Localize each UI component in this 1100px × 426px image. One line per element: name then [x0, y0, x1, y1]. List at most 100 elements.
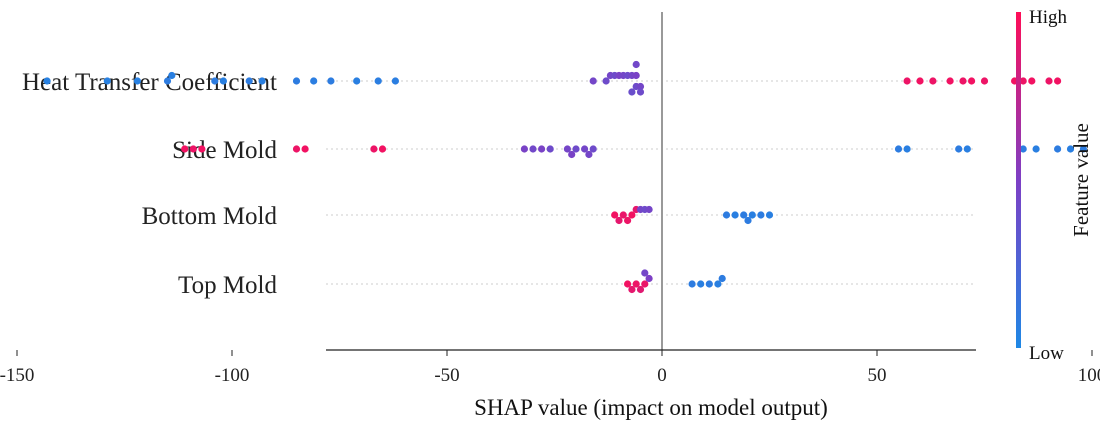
data-point — [624, 280, 632, 288]
feature-label: Side Mold — [172, 137, 277, 164]
data-point — [959, 77, 967, 85]
data-point — [538, 145, 546, 153]
row-gridlines — [326, 80, 976, 285]
data-point — [327, 77, 335, 85]
data-point — [946, 77, 954, 85]
x-tick-label: 0 — [657, 365, 667, 386]
data-point — [636, 88, 645, 96]
x-tick-label: 50 — [868, 365, 887, 386]
data-point — [718, 274, 726, 283]
data-point — [1054, 145, 1062, 153]
colorbar-high-label: High — [1029, 7, 1068, 28]
data-point — [520, 145, 529, 153]
data-point — [292, 77, 301, 85]
data-point — [211, 77, 219, 85]
data-point — [163, 77, 172, 85]
data-point — [1032, 145, 1040, 153]
data-point — [378, 145, 387, 153]
data-point — [688, 280, 696, 288]
feature-label: Top Mold — [178, 272, 277, 299]
data-point — [245, 77, 253, 85]
data-point — [619, 211, 627, 219]
data-point — [1079, 145, 1087, 153]
data-points — [43, 60, 1087, 294]
data-point — [572, 145, 580, 153]
data-point — [632, 60, 640, 69]
data-point — [628, 88, 636, 96]
data-point — [1045, 77, 1053, 85]
data-point — [955, 145, 963, 153]
data-point — [645, 274, 653, 283]
data-point — [589, 145, 597, 153]
data-point — [133, 77, 141, 85]
x-axis: -150 -100 -50 0 50 100 SHAP value (impact on … — [0, 349, 1100, 420]
data-point — [632, 71, 640, 80]
data-point — [929, 77, 937, 85]
data-point — [1028, 77, 1036, 85]
data-point — [568, 150, 576, 159]
data-point — [740, 211, 748, 219]
data-point — [980, 77, 989, 85]
x-tick-label: -50 — [434, 365, 459, 386]
data-point — [645, 205, 653, 214]
data-point — [632, 280, 640, 288]
data-point — [103, 77, 111, 85]
data-point — [370, 145, 378, 153]
colorbar-low-label: Low — [1029, 343, 1064, 364]
x-tick-label: -150 — [0, 365, 34, 386]
data-point — [636, 285, 645, 294]
x-tick-label: -100 — [215, 365, 250, 386]
data-point — [43, 77, 51, 85]
data-point — [391, 77, 399, 85]
data-point — [581, 145, 589, 153]
x-tick-label: 100 — [1078, 365, 1100, 386]
data-point — [757, 211, 765, 219]
data-point — [181, 145, 189, 153]
data-point — [894, 145, 903, 153]
data-point — [1054, 77, 1062, 85]
data-point — [529, 145, 537, 153]
data-point — [641, 280, 649, 288]
data-point — [636, 82, 645, 91]
data-point — [624, 216, 632, 225]
data-point — [765, 211, 774, 219]
data-point — [189, 145, 197, 153]
colorbar-gradient — [1016, 12, 1021, 348]
data-point — [602, 77, 610, 85]
colorbar-title: Feature value — [1069, 123, 1093, 237]
data-point — [301, 145, 309, 153]
feature-labels: Heat Transfer Coefficient Side Mold Bottom… — [22, 69, 278, 299]
data-point — [310, 77, 318, 85]
data-point — [1066, 145, 1075, 153]
data-point — [714, 280, 722, 288]
data-point — [1019, 145, 1027, 153]
data-point — [641, 269, 649, 277]
data-point — [903, 77, 911, 85]
data-point — [722, 211, 731, 219]
data-point — [292, 145, 301, 153]
data-point — [628, 211, 636, 219]
data-point — [748, 211, 756, 219]
feature-label: Bottom Mold — [142, 203, 278, 230]
data-point — [697, 280, 705, 288]
data-point — [916, 77, 924, 85]
data-point — [585, 150, 593, 159]
data-point — [903, 145, 911, 153]
data-point — [731, 211, 739, 219]
data-point — [258, 77, 266, 85]
data-point — [611, 211, 619, 219]
data-point — [198, 145, 206, 153]
data-point — [705, 280, 713, 288]
data-point — [353, 77, 361, 85]
data-point — [563, 145, 572, 153]
data-point — [546, 145, 554, 153]
colorbar: High Low Feature value — [1016, 7, 1093, 364]
feature-label: Heat Transfer Coefficient — [22, 69, 277, 96]
data-point — [219, 77, 227, 85]
x-axis-title: SHAP value (impact on model output) — [474, 395, 828, 420]
data-point — [589, 77, 597, 85]
data-point — [968, 77, 976, 85]
data-point — [168, 71, 176, 80]
data-point — [963, 145, 971, 153]
